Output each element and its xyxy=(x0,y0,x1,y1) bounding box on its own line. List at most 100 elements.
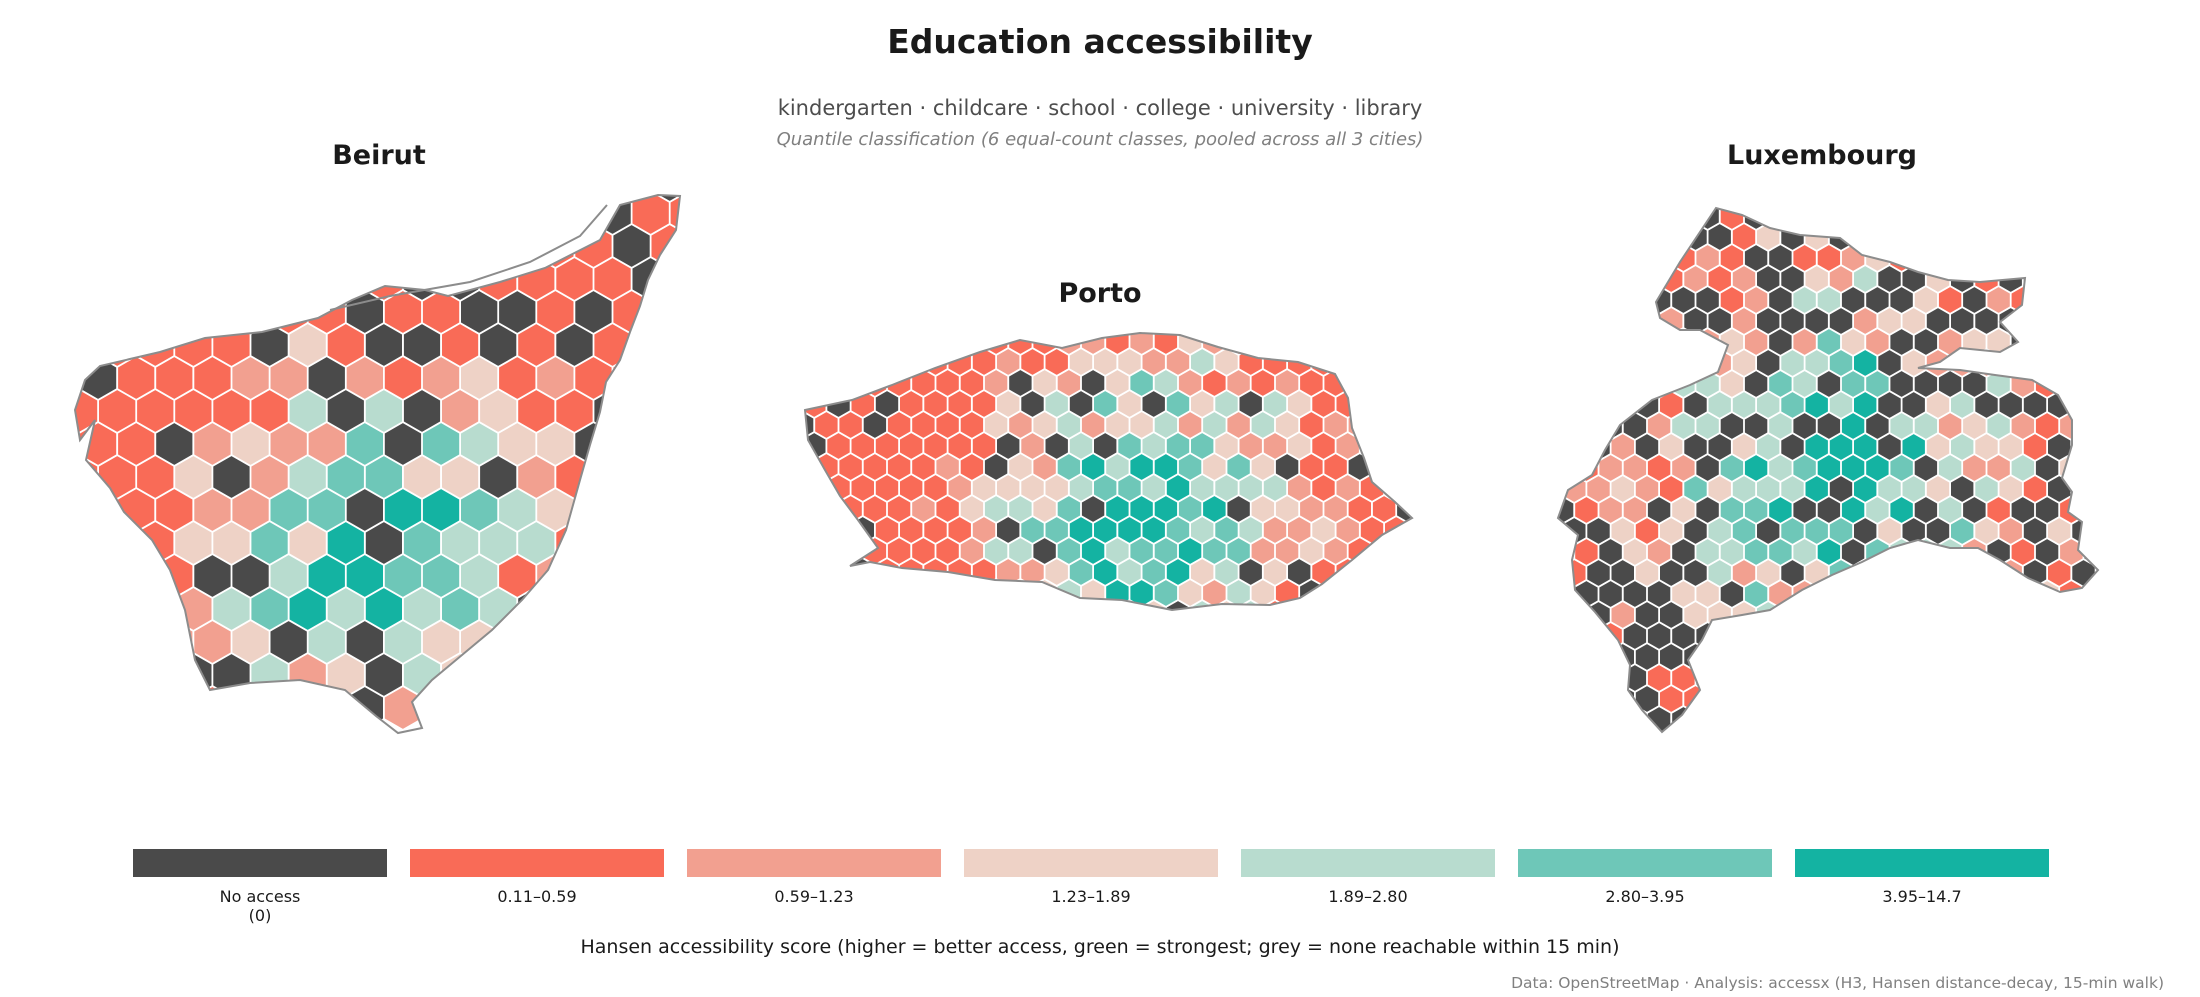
hex-cell xyxy=(75,422,79,466)
hex-cell xyxy=(805,348,827,376)
legend-swatch-class-5 xyxy=(1518,849,1772,877)
hex-cell xyxy=(1093,474,1118,502)
hex-cell xyxy=(1974,265,1999,293)
hex-cell xyxy=(1105,411,1130,439)
city-title-luxembourg: Luxembourg xyxy=(1726,140,1918,171)
hex-cell xyxy=(1129,333,1154,355)
hex-cell xyxy=(441,521,480,565)
hex-cell xyxy=(2083,622,2098,650)
hex-cell xyxy=(1768,328,1793,356)
hex-cell xyxy=(498,356,537,400)
hex-cell xyxy=(1384,432,1409,460)
hex-cell xyxy=(1117,600,1142,610)
hex-cell xyxy=(1622,370,1647,398)
hex-cell xyxy=(1926,475,1950,503)
hex-cell xyxy=(1974,601,1999,629)
hex-cell xyxy=(650,620,680,664)
hex-cell xyxy=(1372,453,1397,481)
hex-cell xyxy=(1865,328,1890,356)
hex-cell xyxy=(631,455,670,499)
hex-cell xyxy=(441,323,480,367)
hex-cell xyxy=(2071,223,2096,251)
hex-cell xyxy=(1311,432,1336,460)
hex-cell xyxy=(1384,348,1409,376)
hex-cell xyxy=(1707,643,1732,671)
hex-cell xyxy=(1780,433,1805,461)
hex-cell xyxy=(1938,538,1963,566)
hex-cell xyxy=(1558,307,1562,335)
hex-cell xyxy=(1562,475,1587,503)
hex-cell xyxy=(1093,390,1118,418)
hex-cell xyxy=(1829,391,1853,419)
hex-cell xyxy=(1311,333,1336,334)
hex-cell xyxy=(2023,208,2047,209)
hex-cell xyxy=(574,488,613,532)
hex-cell xyxy=(231,356,270,400)
hex-cell xyxy=(1841,412,1866,440)
hex-cell xyxy=(1926,685,1950,713)
hex-cell xyxy=(669,257,680,301)
hex-cell xyxy=(1020,474,1045,502)
hex-cell xyxy=(136,653,175,697)
hex-cell xyxy=(193,422,232,466)
hex-cell xyxy=(1865,664,1890,692)
hex-cell xyxy=(1841,454,1866,482)
hex-cell xyxy=(1962,286,1987,314)
hex-cell xyxy=(555,587,594,631)
hex-cell xyxy=(875,333,899,334)
hex-cell xyxy=(1141,516,1166,544)
hex-cell xyxy=(1671,286,1696,314)
hex-cell xyxy=(923,333,948,334)
hex-cell xyxy=(1986,244,2011,272)
hex-cell xyxy=(2083,580,2098,608)
hex-cell xyxy=(2035,454,2060,482)
hex-cell xyxy=(778,475,801,502)
hex-cell xyxy=(862,453,887,481)
hex-cell xyxy=(1117,474,1142,502)
hex-cell xyxy=(1829,208,1853,209)
hex-cell xyxy=(778,559,801,586)
hex-cell xyxy=(1950,643,1975,671)
hex-cell xyxy=(1889,454,1914,482)
hex-cell xyxy=(1756,685,1781,713)
hex-cell xyxy=(826,333,851,334)
hex-cell xyxy=(1287,333,1312,334)
hex-cell xyxy=(1202,453,1227,481)
hex-cell xyxy=(1008,579,1033,607)
hex-cell xyxy=(593,455,632,499)
hex-cell xyxy=(1396,453,1412,481)
hex-cell xyxy=(1008,495,1033,523)
hex-cell xyxy=(1756,307,1781,335)
hex-cell xyxy=(422,356,461,400)
hex-cell xyxy=(850,474,875,502)
hex-cell xyxy=(1804,307,1829,335)
hex-cell xyxy=(345,224,384,268)
hex-cell xyxy=(1671,454,1696,482)
hex-cell xyxy=(1335,432,1360,460)
hex-cell xyxy=(79,290,117,334)
hex-cell xyxy=(1695,208,1720,230)
hex-cell xyxy=(1214,333,1239,334)
hex-cell xyxy=(1950,475,1975,503)
hex-cell xyxy=(631,323,670,367)
hex-cell xyxy=(1926,391,1950,419)
hex-cell xyxy=(2083,706,2098,732)
hex-cell xyxy=(1396,495,1412,523)
hex-cell xyxy=(1683,391,1708,419)
hex-cell xyxy=(1913,208,1938,230)
hex-cell xyxy=(1889,208,1914,230)
hex-cell xyxy=(1190,474,1215,502)
hex-cell xyxy=(1695,580,1720,608)
hex-cell xyxy=(1226,537,1251,565)
hex-cell xyxy=(1622,244,1647,272)
hex-cell xyxy=(2010,370,2035,398)
hex-cell xyxy=(1586,349,1611,377)
hex-cell xyxy=(345,195,384,202)
hex-cell xyxy=(1962,412,1987,440)
hex-cell xyxy=(805,333,815,355)
hex-cell xyxy=(460,488,499,532)
hex-cell xyxy=(75,686,79,730)
hex-cell xyxy=(250,455,289,499)
hex-cell xyxy=(1141,432,1166,460)
hex-cell xyxy=(923,390,948,418)
